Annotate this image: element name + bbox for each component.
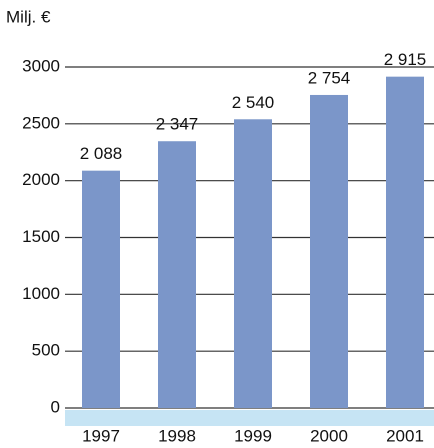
y-axis-label: Milj. € [6,7,51,26]
data-label: 2 088 [80,144,123,163]
y-tick-label: 1000 [22,284,60,303]
y-tick-label: 3000 [22,56,60,75]
y-tick-label: 500 [32,341,60,360]
x-tick-label: 2001 [386,426,424,445]
bar [310,94,348,408]
x-tick-label: 1997 [82,426,120,445]
data-label: 2 540 [232,93,275,112]
y-tick-label: 2500 [22,113,60,132]
x-tick-label: 1999 [234,426,272,445]
y-tick-label: 0 [51,397,60,416]
y-tick-label: 1500 [22,227,60,246]
y-tick-label: 2000 [22,170,60,189]
bar [158,141,196,408]
x-tick-label: 2000 [310,426,348,445]
bar [234,119,272,408]
data-label: 2 754 [308,68,351,87]
data-label: 2 347 [156,115,199,134]
bar [82,170,120,408]
bar [386,76,424,408]
x-tick-label: 1998 [158,426,196,445]
x-axis-band [65,410,434,426]
data-label: 2 915 [384,50,427,69]
